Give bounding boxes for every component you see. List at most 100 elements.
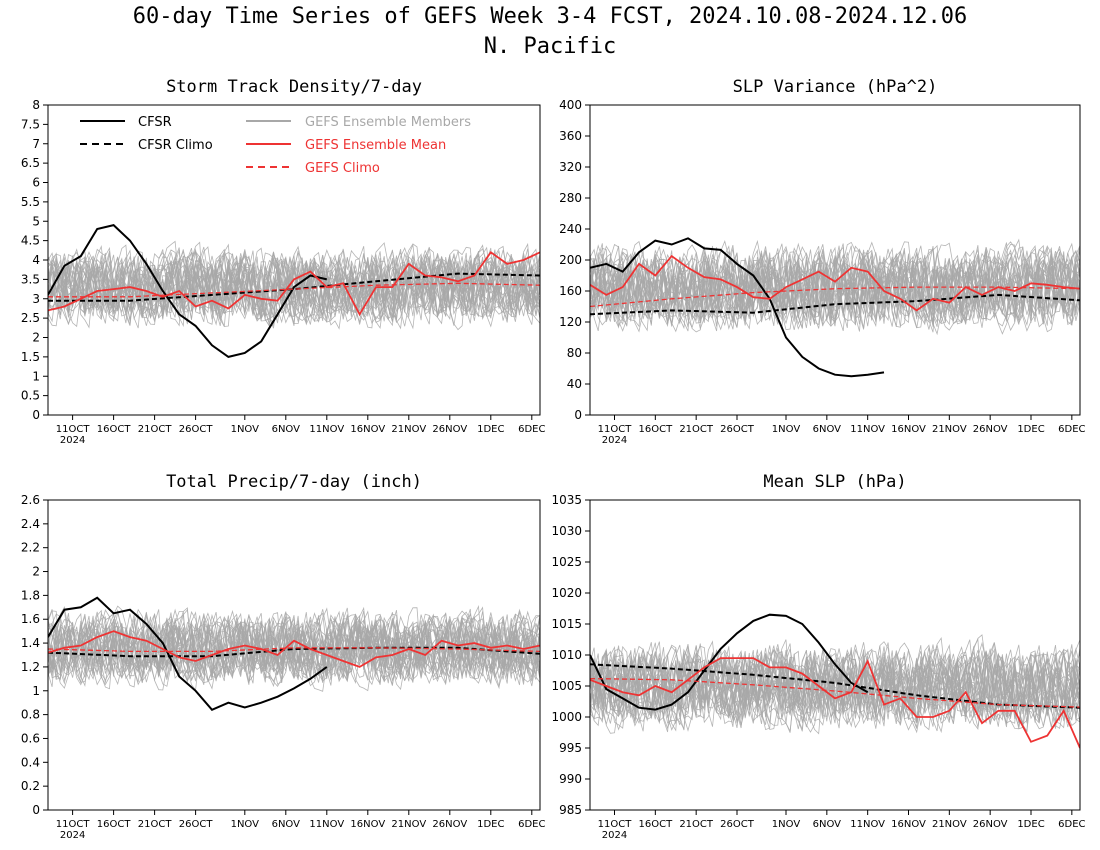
x-tick-label: 21NOV [391,819,426,830]
y-tick-label: 3 [32,292,40,306]
series-cfsr-climo [48,272,540,302]
y-tick-label: 320 [559,160,582,174]
x-tick-label: 1DEC [1017,819,1044,830]
x-tick-label: 21NOV [932,819,967,830]
y-tick-label: 1.4 [21,636,40,650]
x-tick-label: 1NOV [231,424,260,435]
y-tick-label: 0 [574,408,582,422]
y-tick-label: 1.5 [21,350,40,364]
y-tick-label: 7 [32,137,40,151]
y-tick-label: 1.2 [21,660,40,674]
x-tick-label: 16NOV [891,819,926,830]
ensemble-member-line [48,240,540,329]
y-tick-label: 990 [559,772,582,786]
ensemble-member-line [590,244,1080,326]
y-tick-label: 1 [32,369,40,383]
series-cfsr [48,224,328,358]
ensemble-member-line [48,249,540,329]
ensemble-member-line [48,242,540,328]
y-tick-label: 1000 [551,710,582,724]
y-tick-label: 1015 [551,617,582,631]
y-tick-label: 2.6 [21,493,40,507]
page-subtitle: N. Pacific [483,34,617,59]
series-cfsr-climo [48,646,540,658]
x-tick-label: 26NOV [973,819,1008,830]
ensemble-member-line [48,611,540,679]
ensemble-member-line [48,606,540,686]
x-tick-label: 1NOV [772,424,801,435]
legend-label-members: GEFS Ensemble Members [305,115,471,130]
series-cfsr [590,613,869,711]
ensemble-member-line [48,246,540,328]
y-tick-label: 6 [32,176,40,190]
y-tick-label: 1.6 [21,612,40,626]
y-tick-label: 1025 [551,555,582,569]
y-tick-label: 240 [559,222,582,236]
y-tick-label: 1020 [551,586,582,600]
ensemble-member-line [590,240,1080,332]
ensemble-member-line [48,608,540,683]
x-tick-label: 21OCT [138,424,173,435]
x-tick-label: 1DEC [1017,424,1044,435]
panel-title: Total Precip/7-day (inch) [166,472,422,492]
y-tick-label: 0.2 [21,779,40,793]
x-tick-label: 21NOV [391,424,426,435]
x-tick-label: 6NOV [272,424,301,435]
plot-frame [47,499,541,811]
x-tick-label: 26OCT [179,819,214,830]
x-tick-label: 11NOV [850,819,885,830]
x-tick-label: 1DEC [477,424,504,435]
y-tick-label: 6.5 [21,156,40,170]
y-tick-label: 40 [567,377,582,391]
chart-panel-2: 0 40 80 120 160 200 240 280 320 360 400 11OCT 16OCT 2… [559,77,1085,446]
y-tick-label: 995 [559,741,582,755]
ensemble-member-line [48,615,540,687]
y-tick-label: 2.2 [21,541,40,555]
x-tick-label: 21NOV [932,424,967,435]
x-tick-label: 21OCT [679,424,714,435]
ensemble-member-line [48,253,540,326]
x-tick-label: 26NOV [973,424,1008,435]
x-tick-label: 26OCT [720,424,755,435]
series-cfsr [590,237,885,378]
ensemble-member-line [590,644,1080,730]
panel-title: Mean SLP (hPa) [763,472,906,492]
ensemble-member-line [590,244,1080,336]
plot-area [590,613,1080,749]
y-tick-label: 2.5 [21,311,40,325]
x-year-label: 2024 [602,435,627,446]
y-tick-label: 8 [32,98,40,112]
y-tick-label: 1030 [551,524,582,538]
y-tick-label: 1 [32,684,40,698]
series-gefs-climo [590,677,1080,708]
x-tick-label: 16OCT [638,819,673,830]
x-tick-label: 11NOV [309,424,344,435]
y-tick-label: 280 [559,191,582,205]
ensemble-member-line [590,245,1080,332]
x-tick-label: 6DEC [1058,819,1085,830]
x-tick-label: 21OCT [679,819,714,830]
x-tick-label: 6NOV [272,819,301,830]
ensemble-member-line [48,243,540,328]
y-tick-label: 200 [559,253,582,267]
legend-label-cfsr: CFSR [138,115,172,130]
page-title: 60-day Time Series of GEFS Week 3-4 FCST… [132,4,968,29]
legend-label-cfsr-climo: CFSR Climo [138,138,213,153]
x-tick-label: 26NOV [432,819,467,830]
x-tick-label: 11OCT [598,819,633,830]
series-gefs-ensemble-mean [590,657,1080,749]
y-tick-label: 4.5 [21,234,40,248]
x-year-label: 2024 [602,830,627,841]
y-tick-label: 7.5 [21,117,40,131]
y-tick-label: 3.5 [21,272,40,286]
ensemble-member-line [590,645,1080,733]
y-tick-label: 0.4 [21,755,40,769]
y-tick-label: 5.5 [21,195,40,209]
x-tick-label: 1NOV [772,819,801,830]
y-tick-label: 1010 [551,648,582,662]
x-tick-label: 16OCT [97,819,132,830]
x-tick-label: 6DEC [518,819,545,830]
x-tick-label: 21OCT [138,819,173,830]
x-tick-label: 16OCT [97,424,132,435]
x-tick-label: 26OCT [720,819,755,830]
